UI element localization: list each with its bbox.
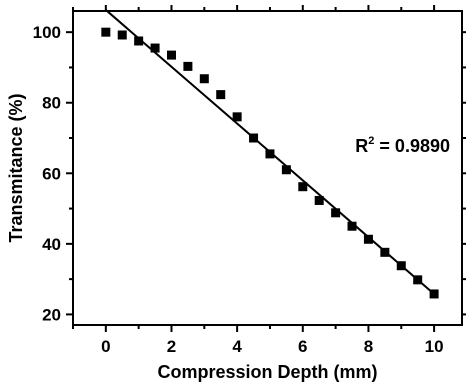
y-tick-label: 100 bbox=[33, 23, 61, 42]
data-point bbox=[101, 27, 111, 37]
data-point bbox=[413, 275, 423, 285]
x-axis-title: Compression Depth (mm) bbox=[157, 362, 377, 382]
data-point bbox=[396, 261, 406, 271]
y-tick-label: 40 bbox=[42, 235, 61, 254]
x-tick-label: 4 bbox=[232, 337, 242, 356]
r-squared-annotation: R2 = 0.9890 bbox=[355, 135, 450, 156]
axes bbox=[72, 10, 463, 326]
data-point bbox=[199, 74, 209, 84]
data-point bbox=[216, 90, 226, 100]
data-point bbox=[298, 182, 308, 192]
tick-labels: 0 2 4 6 8 10 20 40 60 80 100 bbox=[33, 23, 444, 356]
x-tick-label: 6 bbox=[298, 337, 307, 356]
x-tick-label: 0 bbox=[101, 337, 110, 356]
data-point bbox=[232, 112, 242, 122]
ticks bbox=[66, 5, 466, 332]
data-point bbox=[134, 36, 144, 46]
data-point bbox=[166, 50, 176, 60]
data-point bbox=[363, 234, 373, 244]
data-point bbox=[331, 208, 341, 218]
y-axis-title: Transmitance (%) bbox=[6, 93, 26, 242]
y-tick-label: 80 bbox=[42, 94, 61, 113]
data-point bbox=[150, 43, 160, 53]
data-point bbox=[380, 247, 390, 257]
data-point bbox=[429, 289, 439, 299]
r-squared-value: = 0.9890 bbox=[374, 136, 450, 156]
data-point bbox=[117, 30, 127, 40]
r-squared-base: R bbox=[355, 136, 368, 156]
x-tick-label: 2 bbox=[167, 337, 176, 356]
data-point bbox=[314, 195, 324, 205]
r-squared-superscript: 2 bbox=[368, 135, 374, 147]
data-point bbox=[249, 133, 259, 143]
data-points bbox=[101, 27, 439, 299]
y-tick-label: 60 bbox=[42, 164, 61, 183]
data-point bbox=[347, 221, 357, 231]
x-tick-label: 10 bbox=[425, 337, 444, 356]
plot-frame bbox=[72, 10, 463, 326]
y-tick-label: 20 bbox=[42, 305, 61, 324]
data-point bbox=[281, 165, 291, 175]
x-tick-label: 8 bbox=[364, 337, 373, 356]
data-point bbox=[183, 61, 193, 71]
data-point bbox=[265, 149, 275, 159]
